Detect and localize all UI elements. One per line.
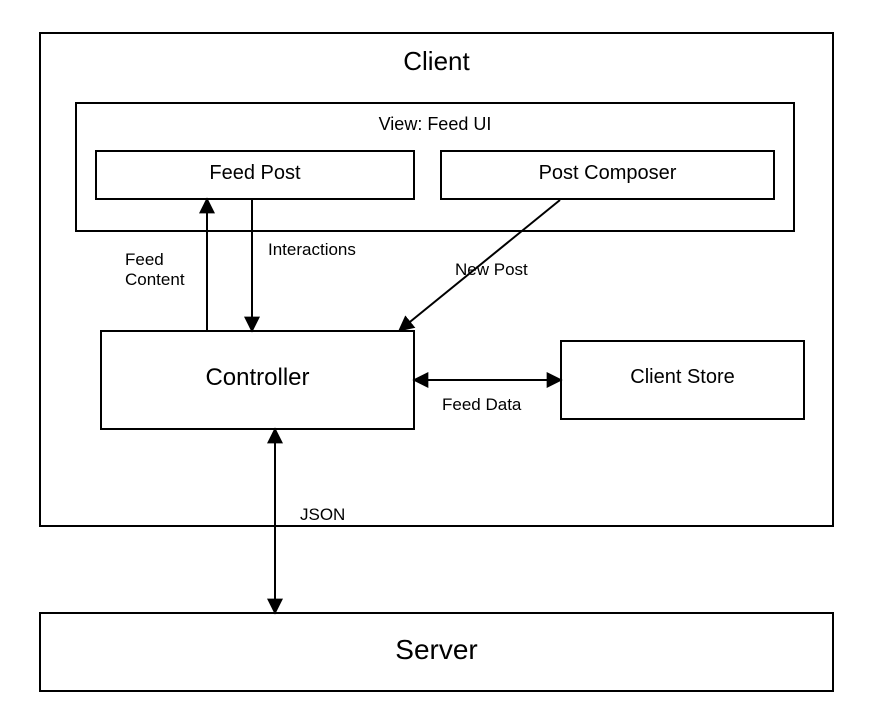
- box-controller: Controller: [100, 330, 415, 430]
- box-feed-post: Feed Post: [95, 150, 415, 200]
- title-server: Server: [41, 634, 832, 666]
- title-post-composer: Post Composer: [442, 162, 773, 185]
- title-client-store: Client Store: [562, 366, 803, 389]
- box-client-store: Client Store: [560, 340, 805, 420]
- label-new-post: New Post: [455, 260, 528, 280]
- label-json: JSON: [300, 505, 345, 525]
- box-server: Server: [39, 612, 834, 692]
- box-post-composer: Post Composer: [440, 150, 775, 200]
- title-feed-post: Feed Post: [97, 162, 413, 185]
- label-interactions: Interactions: [268, 240, 356, 260]
- title-controller: Controller: [102, 364, 413, 392]
- title-view: View: Feed UI: [77, 114, 793, 135]
- title-client: Client: [41, 46, 832, 77]
- diagram-stage: Client View: Feed UI Feed Post Post Comp…: [0, 0, 873, 712]
- label-feed-content: Feed Content: [125, 250, 185, 290]
- label-feed-data: Feed Data: [442, 395, 521, 415]
